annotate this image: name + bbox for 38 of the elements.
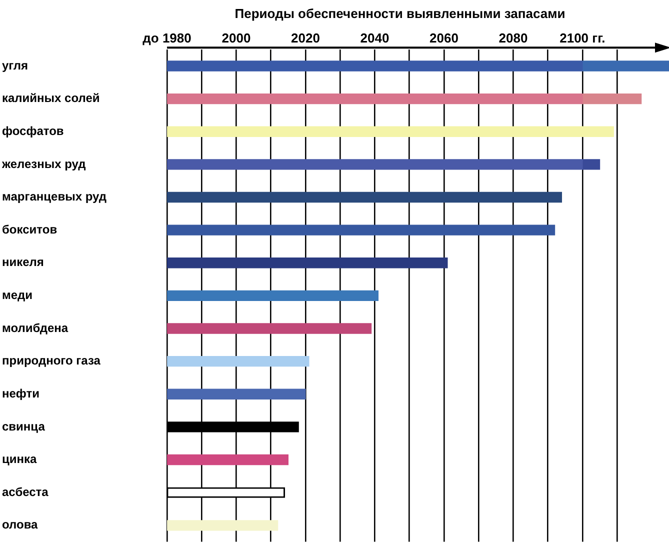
x-tick-label: до 1980 — [142, 30, 192, 46]
y-tick-label: цинка — [2, 452, 38, 466]
bar — [167, 60, 583, 72]
y-tick-label: природного газа — [2, 354, 101, 368]
bar — [167, 356, 310, 367]
y-tick-label: асбеста — [2, 484, 49, 499]
x-tick-label: 2000 — [222, 30, 251, 46]
bar — [167, 454, 289, 466]
y-tick-label: бокситов — [2, 222, 58, 236]
x-tick-label: 2040 — [360, 30, 390, 46]
bar — [582, 159, 600, 170]
bar — [167, 388, 306, 400]
y-tick-label: никеля — [2, 255, 44, 270]
y-tick-label: нефти — [2, 386, 40, 400]
bar — [167, 258, 448, 268]
chart-title: Периоды обеспеченности выявленными запасами — [234, 6, 566, 21]
x-tick-label: 2020 — [291, 30, 320, 46]
bar — [167, 93, 583, 104]
bar — [167, 520, 278, 531]
y-tick-label: молибдена — [2, 320, 68, 335]
y-tick-label: калийных солей — [2, 91, 100, 106]
y-tick-label: свинца — [2, 419, 46, 434]
y-tick-label: угля — [2, 58, 28, 72]
y-tick-label: железных руд — [1, 156, 86, 171]
x-tick-label: 2060 — [430, 30, 458, 46]
y-tick-label: фосфатов — [2, 124, 64, 138]
y-tick-label: марганцевых руд — [2, 190, 107, 204]
bar — [167, 224, 556, 236]
bar — [167, 159, 583, 170]
y-tick-label: меди — [2, 288, 33, 302]
bar — [167, 323, 372, 334]
bar — [167, 192, 562, 203]
bar — [582, 93, 642, 104]
bar — [582, 60, 669, 72]
x-tick-label: 2100 гг. — [560, 30, 606, 46]
x-tick-label: 2080 — [498, 30, 528, 46]
bar — [167, 290, 379, 302]
y-tick-label: олова — [2, 518, 38, 532]
